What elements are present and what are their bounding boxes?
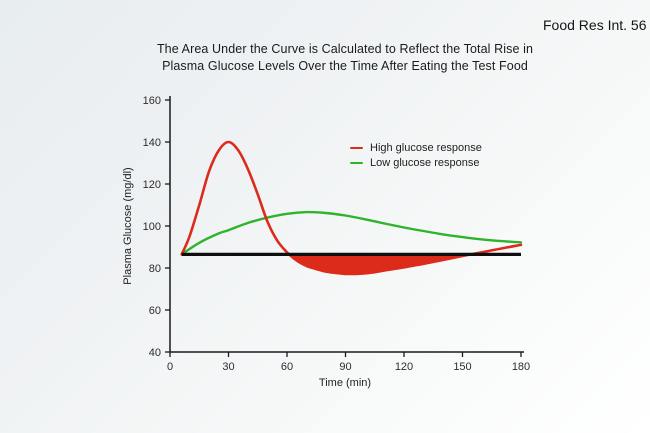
legend-swatch-high-icon <box>350 146 363 150</box>
y-tick-label: 140 <box>143 137 161 149</box>
x-tick-label: 180 <box>512 361 530 373</box>
x-tick-label: 120 <box>395 361 413 373</box>
legend-label-low: Low glucose response <box>370 157 480 169</box>
y-axis-title: Plasma Glucose (mg/dl) <box>122 167 134 285</box>
x-tick-label: 90 <box>339 361 351 373</box>
y-tick-label: 160 <box>143 95 161 107</box>
legend-item-low: Low glucose response <box>350 157 482 169</box>
chart-legend: High glucose response Low glucose respon… <box>350 142 482 169</box>
y-tick-label: 60 <box>149 305 161 317</box>
x-axis-title: Time (min) <box>318 377 372 389</box>
y-tick-label: 120 <box>143 179 161 191</box>
x-tick-label: 150 <box>453 361 471 373</box>
legend-label-high: High glucose response <box>370 142 482 154</box>
y-tick-label: 40 <box>149 347 161 359</box>
citation-label: Food Res Int. 56 <box>543 17 647 33</box>
y-tick-label: 100 <box>143 221 161 233</box>
x-tick-label: 60 <box>281 361 293 373</box>
x-tick-label: 30 <box>222 361 234 373</box>
chart-title: The Area Under the Curve is Calculated t… <box>156 42 534 74</box>
high-glucose-curve <box>180 140 523 276</box>
x-tick-label: 0 <box>167 361 173 373</box>
auc-dip-fill <box>289 254 471 274</box>
legend-swatch-low-icon <box>350 161 363 165</box>
y-tick-label: 80 <box>149 263 161 275</box>
legend-item-high: High glucose response <box>350 142 482 154</box>
low-glucose-curve <box>180 210 523 256</box>
